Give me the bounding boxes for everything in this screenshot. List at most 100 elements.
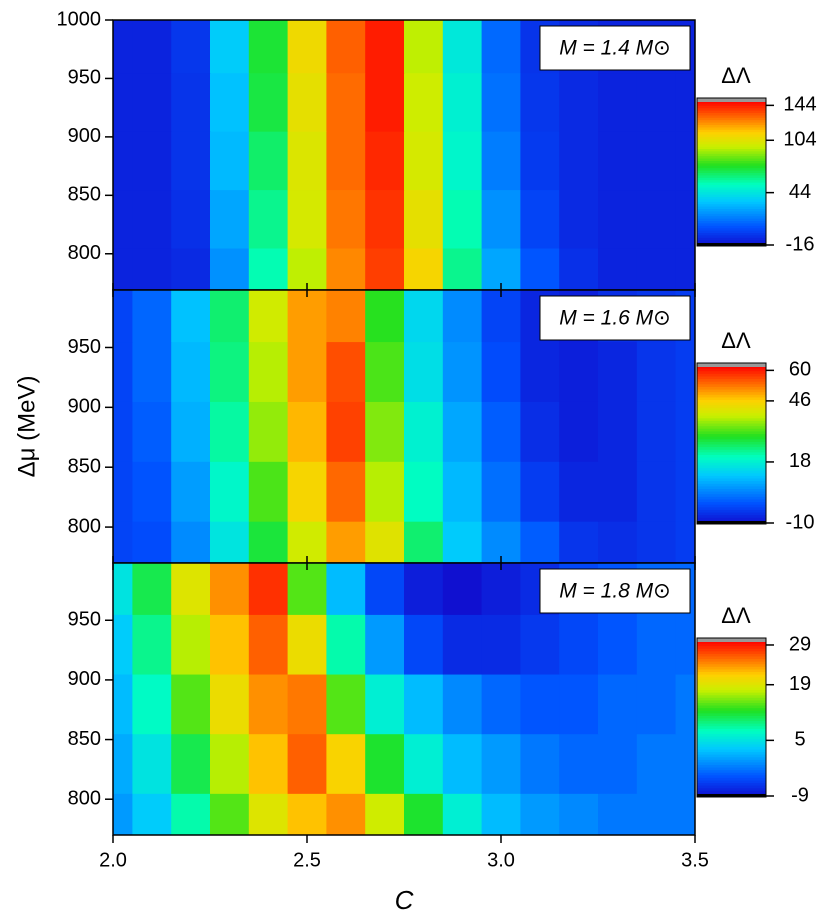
colorbar-step [697, 426, 766, 430]
cell [248, 401, 289, 462]
cell [675, 673, 695, 735]
colorbar-step [697, 710, 766, 714]
colorbar-step [697, 201, 766, 205]
colorbar-step [697, 486, 766, 490]
cell [675, 72, 695, 132]
cell [113, 290, 133, 343]
colorbar-step [697, 788, 766, 792]
cell [132, 461, 172, 522]
cell [520, 131, 560, 191]
colorbar-step [697, 653, 766, 657]
colorbar-step [697, 736, 766, 740]
cell [442, 521, 483, 563]
colorbar-step [697, 156, 766, 160]
cell [404, 72, 444, 132]
colorbar-step [697, 149, 766, 152]
cell [365, 614, 405, 675]
colorbar-step [697, 206, 766, 210]
cell [365, 401, 405, 462]
y-tick-label: 900 [68, 668, 101, 690]
cell [132, 72, 172, 132]
colorbar-tick-label: 19 [789, 673, 811, 695]
cell [442, 290, 483, 343]
colorbar-step [697, 168, 766, 172]
colorbar-step [697, 669, 766, 673]
cell [210, 131, 250, 191]
cell [675, 793, 695, 835]
cell [598, 673, 638, 735]
colorbar-step [697, 110, 766, 114]
cell [210, 793, 250, 835]
cell [248, 341, 289, 402]
cell [404, 673, 444, 735]
cell [132, 733, 172, 794]
cell [113, 189, 133, 249]
colorbar-step [697, 491, 766, 495]
cell [675, 733, 695, 794]
cell [481, 290, 521, 343]
colorbar-step [697, 436, 766, 440]
cell [442, 563, 483, 615]
colorbar-step [697, 158, 766, 162]
cell [248, 72, 289, 132]
colorbar-step [697, 721, 766, 725]
colorbar-step [697, 397, 766, 401]
colorbar-step [697, 373, 766, 377]
cell [171, 131, 211, 191]
colorbar-step [697, 759, 766, 763]
cell [481, 131, 521, 191]
cell [132, 521, 172, 563]
cell [365, 521, 405, 563]
cell [442, 401, 483, 462]
colorbar-step [697, 180, 766, 184]
colorbar-step [697, 452, 766, 456]
colorbar-step [697, 182, 766, 186]
colorbar-step [697, 392, 766, 396]
cell [113, 247, 133, 290]
cell [481, 72, 521, 132]
cell [210, 247, 250, 290]
colorbar-step [697, 221, 766, 224]
colorbar-frame [696, 637, 767, 798]
colorbar-step [697, 428, 766, 432]
cell [287, 614, 327, 675]
colorbar-step [697, 204, 766, 208]
cell [365, 290, 405, 343]
cell [481, 461, 521, 522]
cell [481, 341, 521, 402]
colorbar-step [697, 713, 766, 717]
colorbar-step [697, 775, 766, 779]
label-box [539, 25, 691, 71]
cell [404, 563, 444, 615]
colorbar-step [697, 194, 766, 198]
y-tick-label: 800 [68, 515, 101, 537]
colorbar-step [697, 770, 766, 774]
cell [598, 793, 638, 835]
colorbar-step [697, 146, 766, 150]
cell [365, 189, 405, 249]
colorbar-step [697, 423, 766, 427]
colorbar-step [697, 368, 766, 372]
cell [326, 673, 366, 735]
colorbar-tick-label: 5 [794, 729, 805, 751]
colorbar-step [697, 656, 766, 660]
colorbar-step [697, 454, 766, 459]
cell [598, 614, 638, 675]
cell [365, 247, 405, 290]
cell [481, 189, 521, 249]
x-tick-label: 3.5 [681, 849, 709, 871]
colorbar-step [697, 144, 766, 148]
colorbar-step [697, 641, 766, 645]
cell [598, 131, 638, 191]
y-tick-label: 850 [68, 455, 101, 477]
colorbar-top [697, 638, 766, 642]
cell [598, 247, 638, 290]
cell [248, 131, 289, 191]
cell [132, 401, 172, 462]
cell [675, 189, 695, 249]
colorbar-step [697, 431, 766, 435]
cell [248, 461, 289, 522]
cell [520, 247, 560, 290]
cell [559, 401, 599, 462]
